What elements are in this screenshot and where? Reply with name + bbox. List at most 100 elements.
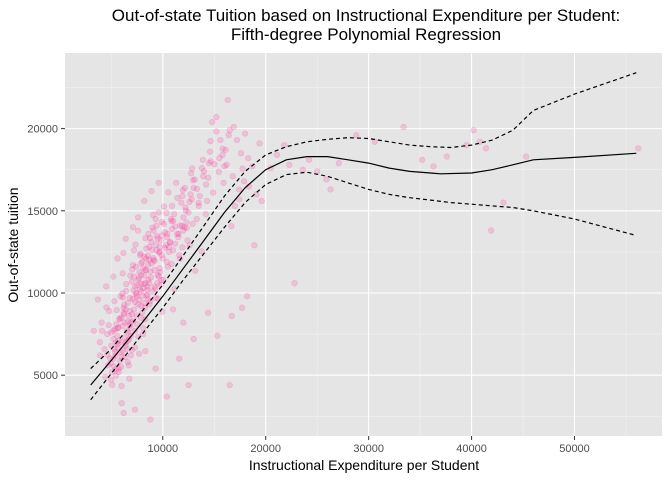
data-point (207, 138, 214, 145)
data-point (180, 319, 187, 326)
data-point (134, 282, 141, 289)
data-point (236, 196, 243, 203)
data-point (142, 266, 149, 274)
data-point (353, 132, 360, 139)
data-point (219, 145, 226, 152)
chart-subtitle: Fifth-degree Polynomial Regression (231, 25, 501, 44)
data-point (157, 269, 164, 276)
data-point (131, 344, 139, 351)
data-point (205, 174, 212, 181)
data-point (251, 242, 258, 249)
data-point (103, 283, 110, 290)
data-point (131, 406, 139, 413)
data-point (105, 322, 112, 329)
data-point (132, 289, 140, 297)
data-point (213, 128, 220, 135)
data-point (139, 309, 146, 316)
data-point (188, 196, 195, 203)
data-point (482, 145, 490, 152)
data-point (223, 161, 230, 168)
data-point (109, 381, 116, 388)
data-point (114, 344, 122, 351)
data-point (157, 237, 164, 244)
data-point (196, 192, 203, 200)
data-point (98, 327, 106, 334)
x-tick-label: 50000 (559, 443, 590, 455)
data-point (183, 219, 190, 226)
data-point (235, 186, 243, 193)
data-point (117, 363, 125, 371)
data-point (119, 347, 126, 355)
data-point (145, 296, 152, 303)
data-point (103, 304, 110, 311)
data-point (147, 268, 154, 275)
y-axis-title: Out-of-state tuition (5, 187, 21, 302)
data-point (125, 362, 132, 369)
data-point (165, 189, 172, 196)
data-point (213, 114, 220, 121)
data-point (130, 287, 137, 294)
data-point (152, 215, 159, 223)
data-point (156, 243, 163, 250)
data-point (178, 199, 185, 206)
data-point (258, 197, 265, 205)
data-point (122, 306, 129, 313)
data-point (138, 271, 145, 279)
y-tick-label: 20000 (27, 124, 58, 136)
data-point (96, 339, 103, 346)
x-axis-title: Instructional Expenditure per Student (249, 457, 479, 473)
data-point (238, 304, 246, 311)
data-point (143, 267, 150, 274)
data-point (158, 218, 166, 226)
data-point (245, 155, 252, 162)
data-point (305, 156, 313, 163)
data-point (163, 210, 170, 217)
data-point (131, 283, 139, 290)
data-point (199, 156, 207, 163)
data-point (500, 199, 507, 206)
data-point (150, 211, 157, 219)
x-tick-label: 30000 (353, 443, 384, 455)
data-point (207, 148, 214, 155)
data-point (206, 160, 213, 167)
data-point (136, 269, 143, 276)
data-point (134, 227, 142, 234)
data-point (110, 335, 117, 343)
data-point (443, 153, 450, 160)
data-point (128, 278, 136, 285)
data-point (90, 327, 97, 334)
data-point (209, 118, 216, 126)
data-point (118, 382, 125, 390)
data-point (129, 317, 137, 325)
data-point (635, 145, 642, 152)
data-point (154, 279, 161, 286)
data-point (126, 375, 133, 382)
y-tick-label: 10000 (27, 288, 58, 300)
data-point (172, 240, 179, 247)
data-point (117, 293, 124, 300)
data-point (185, 381, 192, 389)
data-point (120, 249, 127, 256)
data-point (120, 311, 128, 318)
y-tick-label: 5000 (34, 370, 58, 382)
data-point (226, 381, 233, 389)
data-point (110, 273, 117, 280)
data-point (112, 366, 119, 373)
data-point (152, 365, 159, 372)
data-point (96, 352, 104, 359)
data-point (114, 325, 121, 332)
data-point (132, 263, 140, 270)
data-point (161, 244, 169, 252)
data-point (186, 242, 193, 249)
data-point (140, 280, 147, 288)
data-point (126, 307, 133, 315)
data-point (286, 161, 293, 168)
data-point (116, 315, 123, 322)
data-point (224, 96, 231, 104)
data-point (141, 272, 148, 279)
data-point (154, 235, 161, 242)
data-point (148, 246, 156, 253)
data-point (204, 309, 212, 316)
data-point (101, 346, 108, 353)
